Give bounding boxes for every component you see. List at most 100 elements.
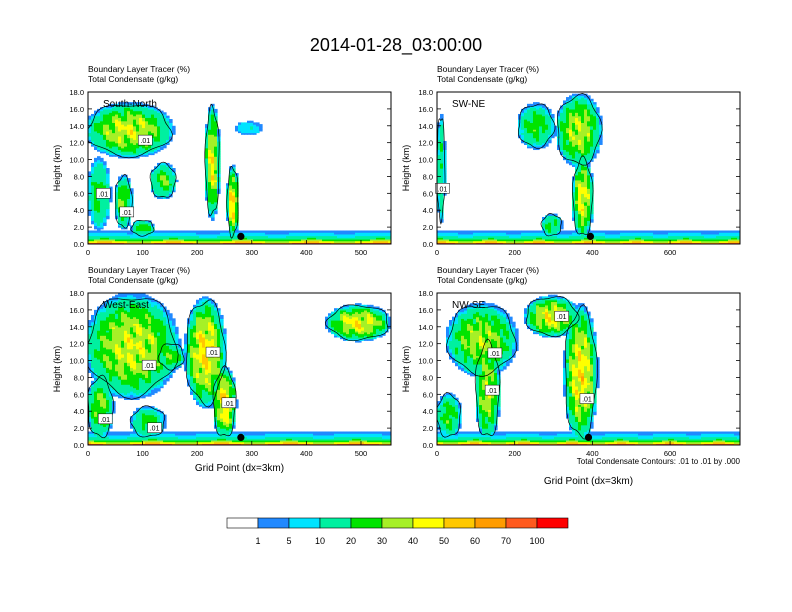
panel-label: West-East xyxy=(103,300,149,311)
contour-label: .01 xyxy=(438,186,448,193)
colorbar-label: 10 xyxy=(315,536,325,546)
panel-title-line: Total Condensate (g/kg) xyxy=(88,74,178,84)
contour-label-box xyxy=(119,206,135,218)
contour-line xyxy=(185,299,227,408)
contour-label: .01 xyxy=(224,401,234,408)
y-tick-label: 4.0 xyxy=(423,206,433,215)
condensate-contours xyxy=(437,93,603,237)
x-tick-label: 0 xyxy=(435,449,439,458)
figure-title: 2014-01-28_03:00:00 xyxy=(310,35,482,56)
y-tick-label: 18.0 xyxy=(418,289,433,298)
colorbar-bin xyxy=(505,517,538,529)
plot-frame xyxy=(436,292,741,446)
y-tick-label: 14.0 xyxy=(418,323,433,332)
panel-label: SW-NE xyxy=(452,99,485,110)
contour-label: .01 xyxy=(582,397,592,404)
panel-nw-se: .01 .01 .01 .01 NW-SE Boundary Layer Tracer (… xyxy=(401,265,741,487)
contour-line xyxy=(525,296,580,338)
x-tick-label: 600 xyxy=(664,248,677,257)
contour-label-box xyxy=(97,413,113,425)
contour-line xyxy=(157,343,185,371)
y-tick-label: 2.0 xyxy=(423,223,433,232)
x-tick-label: 200 xyxy=(191,248,204,257)
x-tick-label: 200 xyxy=(191,449,204,458)
contour-line xyxy=(129,405,166,438)
y-axis-label: Height (km) xyxy=(401,145,411,192)
location-marker xyxy=(584,433,593,441)
x-tick-label: 300 xyxy=(246,449,259,458)
x-tick-label: 0 xyxy=(435,248,439,257)
contour-line xyxy=(88,105,173,159)
colorbar-bin xyxy=(412,517,445,529)
condensate-contours xyxy=(88,298,389,439)
contour-line xyxy=(204,103,220,217)
colorbar-label: 20 xyxy=(346,536,356,546)
tracer-field xyxy=(88,92,391,244)
panel-title-line: Total Condensate (g/kg) xyxy=(437,74,527,84)
plot-frame xyxy=(436,91,741,245)
colorbar-label: 30 xyxy=(377,536,387,546)
y-tick-label: 6.0 xyxy=(74,189,84,198)
panel-south-north: .01 .01 .01 South-North Boundary Layer Trace… xyxy=(52,64,392,257)
panel-title-line: Boundary Layer Tracer (%) xyxy=(437,265,539,275)
panel-title-line: Total Condensate (g/kg) xyxy=(437,275,527,285)
plot-frame xyxy=(87,292,392,446)
contour-label-box xyxy=(205,346,221,358)
location-marker xyxy=(237,232,245,240)
y-tick-label: 2.0 xyxy=(74,223,84,232)
y-tick-label: 10.0 xyxy=(69,357,84,366)
contour-label: .01 xyxy=(122,210,132,217)
x-tick-label: 300 xyxy=(246,248,259,257)
colorbar-label: 40 xyxy=(408,536,418,546)
x-tick-label: 200 xyxy=(508,449,521,458)
contour-line xyxy=(114,173,133,229)
contour-line xyxy=(572,155,594,236)
x-tick-label: 200 xyxy=(508,248,521,257)
y-tick-label: 18.0 xyxy=(69,88,84,97)
contour-line xyxy=(437,118,446,225)
y-tick-label: 10.0 xyxy=(418,156,433,165)
y-tick-label: 8.0 xyxy=(74,373,84,382)
colorbar-bin xyxy=(443,517,476,529)
colorbar-bin xyxy=(257,517,290,529)
y-axis-label: Height (km) xyxy=(52,145,62,192)
tracer-field xyxy=(437,92,740,244)
location-marker xyxy=(237,433,245,441)
y-tick-label: 0.0 xyxy=(423,441,433,450)
y-tick-label: 8.0 xyxy=(423,172,433,181)
contour-label: .01 xyxy=(150,426,160,433)
x-tick-label: 0 xyxy=(86,449,90,458)
contour-label-box xyxy=(554,310,569,322)
panels: .01 .01 .01 South-North Boundary Layer Trace… xyxy=(52,64,741,487)
contour-line xyxy=(518,103,556,150)
colorbar-label: 60 xyxy=(470,536,480,546)
x-tick-label: 600 xyxy=(664,449,677,458)
x-tick-label: 500 xyxy=(355,248,368,257)
y-axis-label: Height (km) xyxy=(52,346,62,393)
panel-west-east: .01 .01 .01 .01 .01 West-East Boundary Layer T… xyxy=(52,265,392,474)
plot-frame xyxy=(87,91,392,245)
y-tick-label: 12.0 xyxy=(418,340,433,349)
contour-note: Total Condensate Contours: .01 to .01 by… xyxy=(577,457,741,466)
contour-label: .01 xyxy=(100,417,110,424)
colorbar-label: 100 xyxy=(529,536,544,546)
x-tick-label: 400 xyxy=(300,449,313,458)
x-tick-label: 400 xyxy=(300,248,313,257)
contour-label: .01 xyxy=(140,138,150,145)
y-tick-label: 16.0 xyxy=(69,306,84,315)
colorbar-bin xyxy=(288,517,321,529)
y-tick-label: 18.0 xyxy=(69,289,84,298)
colorbar-bin xyxy=(536,517,569,529)
contour-line xyxy=(540,213,562,237)
colorbar-label: 1 xyxy=(255,536,260,546)
y-tick-label: 0.0 xyxy=(74,441,84,450)
y-tick-label: 4.0 xyxy=(74,407,84,416)
colorbar-label: 5 xyxy=(286,536,291,546)
colorbar-label: 50 xyxy=(439,536,449,546)
y-axis-label: Height (km) xyxy=(401,346,411,393)
colorbar-bin xyxy=(350,517,383,529)
y-tick-label: 12.0 xyxy=(69,139,84,148)
x-axis-label: Grid Point (dx=3km) xyxy=(195,463,284,474)
y-tick-label: 12.0 xyxy=(418,139,433,148)
